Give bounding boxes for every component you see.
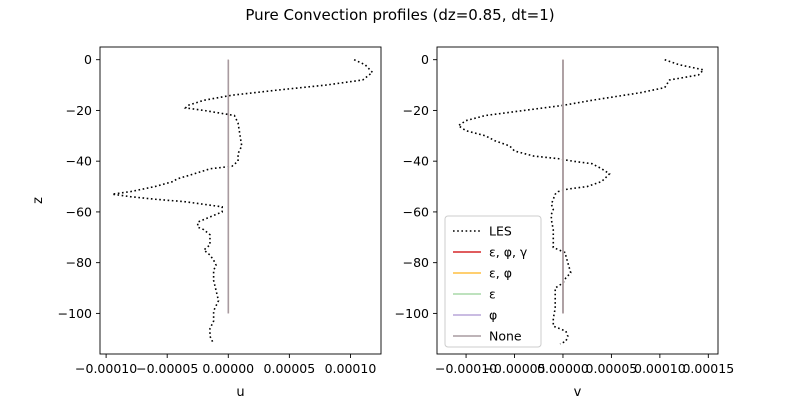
subplot-2: −0.00010−0.000050.000000.000050.000100.0…: [395, 46, 734, 400]
x-tick-label: 0.00010: [325, 361, 377, 376]
y-tick-label: −60: [403, 204, 429, 219]
y-tick-label: 0: [421, 52, 429, 67]
axes-frame: [99, 46, 382, 355]
legend-label: ε, φ: [489, 266, 512, 281]
y-tick-label: −40: [66, 154, 92, 169]
y-tick-label: −80: [403, 255, 429, 270]
y-axis-label: z: [31, 197, 46, 204]
y-tick-label: −40: [403, 154, 429, 169]
y-tick-label: −20: [66, 103, 92, 118]
x-tick-label: −0.00005: [136, 361, 198, 376]
x-tick-label: −0.00005: [483, 361, 545, 376]
x-tick-label: 0.00005: [264, 361, 316, 376]
legend-label: None: [489, 329, 522, 344]
legend-label: ε: [489, 287, 496, 302]
y-tick-label: 0: [84, 52, 92, 67]
series-group: [112, 58, 374, 345]
subplot-1: −0.00010−0.00005 0.00000 0.00005 0.00010 0 −2…: [31, 46, 382, 400]
legend: LES ε, φ, γ ε, φ εφ None: [444, 215, 542, 348]
x-tick-label: −0.00010: [75, 361, 137, 376]
panels: −0.00010−0.00005 0.00000 0.00005 0.000100−2…: [31, 46, 734, 400]
y-tick-label: −100: [58, 306, 92, 321]
y-tick-label: −60: [66, 204, 92, 219]
figure-title: Pure Convection profiles (dz=0.85, dt=1): [245, 6, 554, 24]
series-group: [456, 58, 706, 345]
x-tick-label: 0.00005: [586, 361, 638, 376]
axes-frame: [436, 46, 719, 355]
x-tick-label: 0.00010: [634, 361, 686, 376]
x-tick-label: −0.00010: [435, 361, 497, 376]
x-axis-label: v: [574, 385, 582, 400]
y-tick-label: −100: [395, 306, 429, 321]
legend-label: ε, φ, γ: [489, 245, 528, 260]
series-line-2-0: [456, 58, 706, 345]
legend-label: LES: [489, 224, 512, 239]
x-tick-label: 0.00000: [537, 361, 589, 376]
y-tick-label: −20: [403, 103, 429, 118]
y-tick-label: −80: [66, 255, 92, 270]
x-axis-label: u: [236, 385, 244, 400]
legend-label: φ: [489, 308, 497, 323]
x-tick-label: 0.00000: [202, 361, 254, 376]
x-tick-label: 0.00015: [682, 361, 734, 376]
